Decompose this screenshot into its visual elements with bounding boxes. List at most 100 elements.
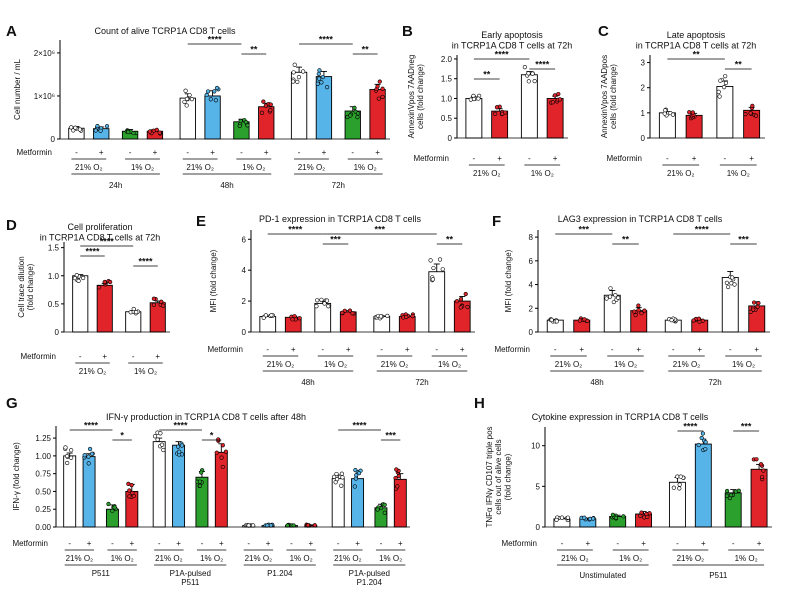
data-point (350, 311, 355, 316)
significance-label: *** (330, 235, 341, 245)
data-point (703, 447, 708, 452)
panel-h: H Cytokine expression in TCRP1A CD8 T cel… (474, 395, 772, 580)
oxygen-condition-label: 1% O₂ (131, 163, 154, 172)
bar (125, 311, 142, 333)
y-axis-label: Cell number / mL (13, 59, 22, 120)
y-tick-label: 0.00 (35, 523, 51, 532)
data-point (380, 94, 385, 100)
metformin-treatment-label: + (355, 539, 360, 548)
significance-label: ** (446, 235, 454, 245)
metformin-treatment-label: + (405, 345, 410, 354)
group-label: P1A-pulsed P511 (170, 569, 211, 587)
data-point (72, 276, 77, 281)
data-point (633, 313, 638, 318)
oxygen-condition-label: 21% O₂ (667, 169, 695, 178)
data-point (332, 474, 337, 479)
oxygen-condition-label: 1% O₂ (324, 360, 347, 369)
bar (72, 275, 89, 333)
panel-title: Late apoptosis in TCRP1A CD8 T cells at 7… (636, 30, 757, 50)
data-point (375, 84, 380, 89)
y-axis-label: MFI (fold change) (504, 249, 513, 312)
significance-label: ** (362, 45, 370, 55)
y-tick-label: 6 (529, 257, 534, 266)
y-tick-label: 0 (55, 328, 60, 337)
data-point (751, 300, 757, 305)
data-point (69, 455, 74, 460)
data-point (292, 314, 297, 319)
oxygen-condition-label: 1% O₂ (134, 367, 157, 376)
data-point (636, 303, 641, 308)
metformin-treatment-label: + (754, 345, 759, 354)
data-point (347, 308, 353, 313)
data-point (184, 96, 190, 102)
data-point (197, 483, 203, 489)
data-point (748, 309, 753, 314)
data-point (189, 97, 195, 102)
data-point (726, 284, 731, 290)
data-point (147, 129, 152, 134)
data-point (356, 471, 362, 476)
data-point (557, 97, 563, 102)
data-point (582, 317, 587, 322)
group-label: 72h (415, 378, 428, 387)
bar (315, 76, 333, 140)
data-point (385, 313, 390, 319)
y-axis-label: MFI (fold change) (209, 249, 218, 312)
data-point (82, 453, 87, 458)
data-point (699, 435, 704, 441)
data-point (754, 457, 759, 462)
data-point (108, 279, 113, 285)
data-point (157, 130, 162, 135)
data-point (465, 304, 470, 310)
data-point (476, 96, 481, 101)
data-point (616, 295, 621, 300)
data-point (261, 99, 266, 104)
metformin-treatment-label: + (398, 539, 403, 548)
metformin-treatment-label: + (264, 148, 269, 157)
data-point (65, 460, 70, 466)
metformin-treatment-label: + (701, 539, 706, 548)
metformin-treatment-label: - (351, 148, 354, 157)
bar (694, 443, 712, 528)
group-label: P511 (92, 569, 111, 578)
data-point (610, 512, 616, 517)
y-tick-label: 8 (529, 233, 534, 242)
y-tick-label: 0.5 (48, 300, 60, 309)
data-point (69, 125, 74, 130)
oxygen-condition-label: 21% O₂ (66, 554, 94, 563)
data-point (334, 471, 339, 477)
data-point (729, 493, 734, 498)
data-point (93, 128, 98, 133)
data-point (395, 484, 400, 489)
metformin-treatment-label: + (129, 539, 134, 548)
bar (546, 98, 564, 139)
data-point (494, 105, 500, 110)
bar (96, 284, 113, 333)
bar (724, 492, 742, 528)
bar (716, 85, 734, 139)
panel-letter: H (474, 395, 485, 412)
data-point (677, 486, 682, 491)
metformin-treatment-label: - (676, 539, 679, 548)
data-point (320, 74, 325, 80)
y-tick-label: 0 (536, 523, 541, 532)
data-point (382, 510, 387, 515)
panel-letter: C (598, 23, 609, 40)
data-point (326, 304, 331, 309)
panel-title: Count of alive TCRP1A CD8 T cells (94, 26, 236, 36)
data-point (732, 282, 737, 287)
y-tick-label: 4 (242, 266, 247, 275)
significance-label: * (210, 431, 214, 441)
metformin-treatment-label: + (176, 539, 181, 548)
data-point (716, 89, 721, 94)
data-point (134, 309, 139, 315)
data-point (127, 488, 132, 493)
oxygen-condition-label: 21% O₂ (155, 554, 183, 563)
data-point (677, 482, 682, 487)
oxygen-condition-label: 21% O₂ (334, 554, 362, 563)
y-tick-label: 0.25 (35, 505, 51, 514)
oxygen-condition-label: 21% O₂ (245, 554, 273, 563)
metformin-treatment-label: - (75, 148, 78, 157)
y-tick-label: 2 (641, 84, 646, 93)
significance-label: **** (535, 60, 550, 70)
